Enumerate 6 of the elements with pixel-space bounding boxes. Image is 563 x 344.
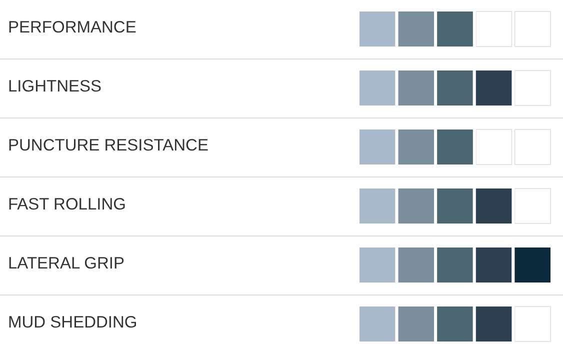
y-tick-label: FAST ROLLING [8, 195, 126, 214]
y-tick-label: PUNCTURE RESISTANCE [8, 136, 208, 154]
y-tick-label: PERFORMANCE [8, 18, 136, 36]
y-tick-label: MUD SHEDDING [8, 313, 138, 332]
y-tick-label: LATERAL GRIP [8, 254, 124, 272]
y-tick-label: LIGHTNESS [8, 77, 102, 96]
